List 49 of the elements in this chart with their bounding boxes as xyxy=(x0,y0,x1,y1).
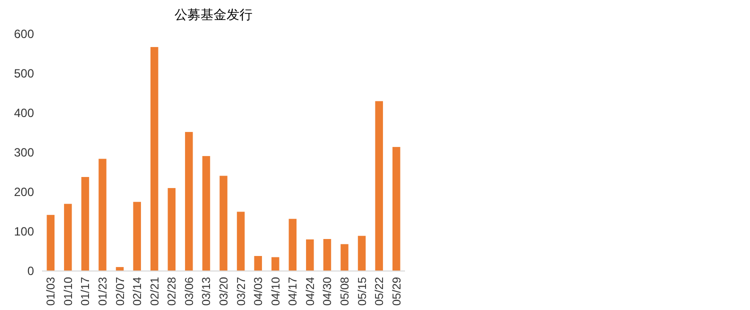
x-tick-label: 02/07 xyxy=(114,277,127,306)
bar xyxy=(392,146,400,271)
bar xyxy=(236,212,245,271)
y-tick-label: 0 xyxy=(27,264,34,278)
x-tick-label: 05/29 xyxy=(391,277,404,306)
bar xyxy=(340,244,348,271)
y-tick-label: 300 xyxy=(14,146,34,160)
bar xyxy=(254,256,262,271)
bar xyxy=(46,214,55,271)
x-tick-label: 03/20 xyxy=(218,277,230,306)
x-tick-label: 05/08 xyxy=(340,277,352,306)
x-tick-label: 02/21 xyxy=(149,277,162,306)
x-tick-label: 04/17 xyxy=(288,277,300,306)
x-tick-label: 02/14 xyxy=(132,276,144,306)
y-tick-label: 400 xyxy=(14,106,34,120)
bar xyxy=(202,156,210,271)
bar xyxy=(220,176,228,271)
bar xyxy=(98,158,106,271)
bar xyxy=(81,176,90,271)
bar xyxy=(150,47,158,271)
bar xyxy=(168,188,176,271)
bar xyxy=(133,202,141,271)
x-tick-label: 01/03 xyxy=(46,277,58,306)
x-tick-label: 04/10 xyxy=(270,277,282,306)
bar xyxy=(306,239,314,271)
x-tick-label: 05/22 xyxy=(374,277,386,306)
x-tick-label: 02/28 xyxy=(166,277,179,306)
x-tick-label: 04/30 xyxy=(322,277,334,306)
bar xyxy=(185,132,193,271)
x-tick-label: 01/10 xyxy=(62,277,75,306)
x-tick-label: 03/27 xyxy=(236,277,248,306)
bar xyxy=(323,239,332,271)
bar xyxy=(358,236,366,271)
x-tick-label: 04/24 xyxy=(304,276,317,306)
x-tick-label: 03/06 xyxy=(184,277,196,306)
x-tick-label: 03/13 xyxy=(201,277,214,306)
x-tick-label: 05/15 xyxy=(356,277,369,306)
x-tick-label: 01/23 xyxy=(98,277,110,306)
y-tick-label: 100 xyxy=(14,224,34,238)
x-tick-label: 01/17 xyxy=(80,277,92,306)
bar xyxy=(375,101,383,271)
y-tick-label: 600 xyxy=(14,27,34,41)
bar xyxy=(288,218,297,271)
bar xyxy=(64,204,72,271)
x-tick-label: 04/03 xyxy=(253,277,266,306)
y-tick-label: 500 xyxy=(14,66,34,80)
y-tick-label: 200 xyxy=(14,185,34,199)
chart-title: 公募基金发行 xyxy=(174,7,252,22)
bar xyxy=(271,257,280,271)
